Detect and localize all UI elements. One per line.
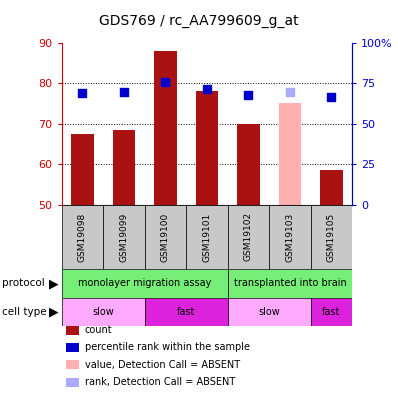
Bar: [228, 298, 311, 326]
Text: GSM19103: GSM19103: [285, 212, 295, 262]
Text: ▶: ▶: [49, 305, 59, 318]
Text: percentile rank within the sample: percentile rank within the sample: [85, 343, 250, 352]
Bar: [320, 170, 343, 205]
Bar: [279, 103, 301, 205]
Bar: [228, 269, 352, 298]
Bar: [71, 134, 94, 205]
Text: GSM19100: GSM19100: [161, 212, 170, 262]
Bar: [228, 205, 269, 269]
Text: rank, Detection Call = ABSENT: rank, Detection Call = ABSENT: [85, 377, 235, 387]
Point: [204, 86, 210, 92]
Point: [162, 79, 169, 85]
Point: [79, 90, 86, 96]
Bar: [269, 205, 311, 269]
Bar: [103, 205, 145, 269]
Bar: [62, 205, 103, 269]
Text: GDS769 / rc_AA799609_g_at: GDS769 / rc_AA799609_g_at: [99, 14, 299, 28]
Text: cell type: cell type: [2, 307, 47, 317]
Bar: [62, 298, 145, 326]
Bar: [154, 51, 177, 205]
Text: fast: fast: [177, 307, 195, 317]
Bar: [311, 205, 352, 269]
Point: [328, 94, 335, 100]
Text: GSM19105: GSM19105: [327, 212, 336, 262]
Bar: [195, 91, 219, 205]
Text: ▶: ▶: [49, 277, 59, 290]
Text: GSM19098: GSM19098: [78, 212, 87, 262]
Text: slow: slow: [92, 307, 114, 317]
Text: GSM19102: GSM19102: [244, 212, 253, 262]
Text: count: count: [85, 325, 112, 335]
Text: GSM19101: GSM19101: [203, 212, 211, 262]
Point: [287, 89, 293, 95]
Text: monolayer migration assay: monolayer migration assay: [78, 279, 211, 288]
Point: [245, 92, 252, 98]
Text: slow: slow: [258, 307, 280, 317]
Bar: [145, 205, 186, 269]
Point: [121, 89, 127, 96]
Text: fast: fast: [322, 307, 341, 317]
Bar: [311, 298, 352, 326]
Text: transplanted into brain: transplanted into brain: [234, 279, 346, 288]
Bar: [62, 269, 228, 298]
Text: value, Detection Call = ABSENT: value, Detection Call = ABSENT: [85, 360, 240, 370]
Text: GSM19099: GSM19099: [119, 212, 129, 262]
Text: protocol: protocol: [2, 279, 45, 288]
Bar: [113, 130, 135, 205]
Bar: [186, 205, 228, 269]
Bar: [237, 124, 260, 205]
Bar: [145, 298, 228, 326]
